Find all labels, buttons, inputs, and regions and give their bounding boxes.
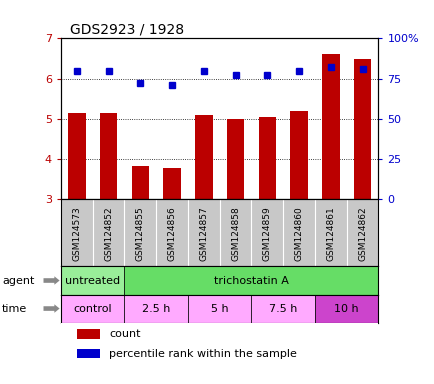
Text: time: time xyxy=(2,303,27,314)
Bar xyxy=(251,295,314,323)
Bar xyxy=(99,113,117,199)
Text: GSM124859: GSM124859 xyxy=(262,206,271,261)
Text: GSM124860: GSM124860 xyxy=(294,206,303,261)
Text: 7.5 h: 7.5 h xyxy=(268,303,297,314)
Bar xyxy=(61,295,124,323)
Bar xyxy=(289,111,307,199)
Bar xyxy=(353,58,371,199)
Text: GSM124857: GSM124857 xyxy=(199,206,208,261)
Bar xyxy=(321,55,339,199)
Text: 10 h: 10 h xyxy=(334,303,358,314)
Text: trichostatin A: trichostatin A xyxy=(214,275,288,286)
Bar xyxy=(124,295,187,323)
Bar xyxy=(258,117,276,199)
Bar xyxy=(187,295,251,323)
Bar xyxy=(68,113,85,199)
Text: agent: agent xyxy=(2,275,34,286)
Bar xyxy=(124,266,378,295)
Bar xyxy=(314,295,378,323)
Text: percentile rank within the sample: percentile rank within the sample xyxy=(109,349,296,359)
Bar xyxy=(194,115,212,199)
Text: GSM124862: GSM124862 xyxy=(357,207,366,261)
Bar xyxy=(131,166,149,199)
Text: GSM124573: GSM124573 xyxy=(72,206,81,261)
Bar xyxy=(226,119,244,199)
Text: 2.5 h: 2.5 h xyxy=(141,303,170,314)
Text: GSM124852: GSM124852 xyxy=(104,207,113,261)
Bar xyxy=(77,349,99,359)
Text: control: control xyxy=(73,303,112,314)
Bar xyxy=(163,168,181,199)
Text: GSM124861: GSM124861 xyxy=(326,206,335,261)
Text: GSM124858: GSM124858 xyxy=(230,206,240,261)
Text: count: count xyxy=(109,329,140,339)
Text: GSM124856: GSM124856 xyxy=(167,206,176,261)
Text: 5 h: 5 h xyxy=(210,303,228,314)
Text: GSM124855: GSM124855 xyxy=(135,206,145,261)
Text: untreated: untreated xyxy=(65,275,120,286)
Bar xyxy=(77,329,99,339)
Bar xyxy=(61,266,124,295)
Text: GDS2923 / 1928: GDS2923 / 1928 xyxy=(69,23,183,36)
